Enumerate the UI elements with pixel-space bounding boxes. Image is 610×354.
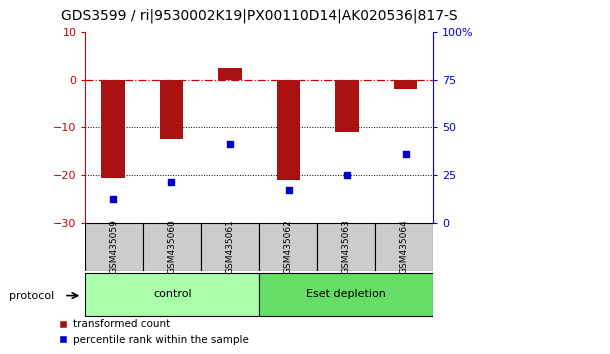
Text: GDS3599 / ri|9530002K19|PX00110D14|AK020536|817-S: GDS3599 / ri|9530002K19|PX00110D14|AK020… [61, 9, 458, 23]
Point [167, 179, 176, 185]
Legend: transformed count, percentile rank within the sample: transformed count, percentile rank withi… [54, 315, 253, 349]
Bar [201, 223, 259, 271]
Point [225, 141, 235, 147]
Point [108, 196, 118, 202]
Bar [259, 223, 317, 271]
Bar [259, 273, 433, 316]
Bar [160, 80, 183, 139]
Bar [317, 223, 375, 271]
Bar [277, 80, 300, 180]
Text: GSM435062: GSM435062 [284, 219, 293, 274]
Bar [336, 80, 359, 132]
Bar [394, 80, 417, 89]
Bar [218, 68, 242, 80]
Text: GSM435060: GSM435060 [168, 219, 177, 274]
Bar [375, 223, 433, 271]
Text: control: control [153, 289, 192, 299]
Bar [85, 273, 259, 316]
Bar [101, 80, 124, 178]
Text: protocol: protocol [9, 291, 54, 301]
Text: GSM435064: GSM435064 [400, 219, 409, 274]
Text: GSM435059: GSM435059 [110, 219, 119, 274]
Text: GSM435063: GSM435063 [342, 219, 351, 274]
Bar [143, 223, 201, 271]
Point [342, 172, 352, 178]
Point [401, 151, 411, 156]
Text: GSM435061: GSM435061 [226, 219, 235, 274]
Point [284, 187, 293, 193]
Text: Eset depletion: Eset depletion [306, 289, 386, 299]
Bar [85, 223, 143, 271]
